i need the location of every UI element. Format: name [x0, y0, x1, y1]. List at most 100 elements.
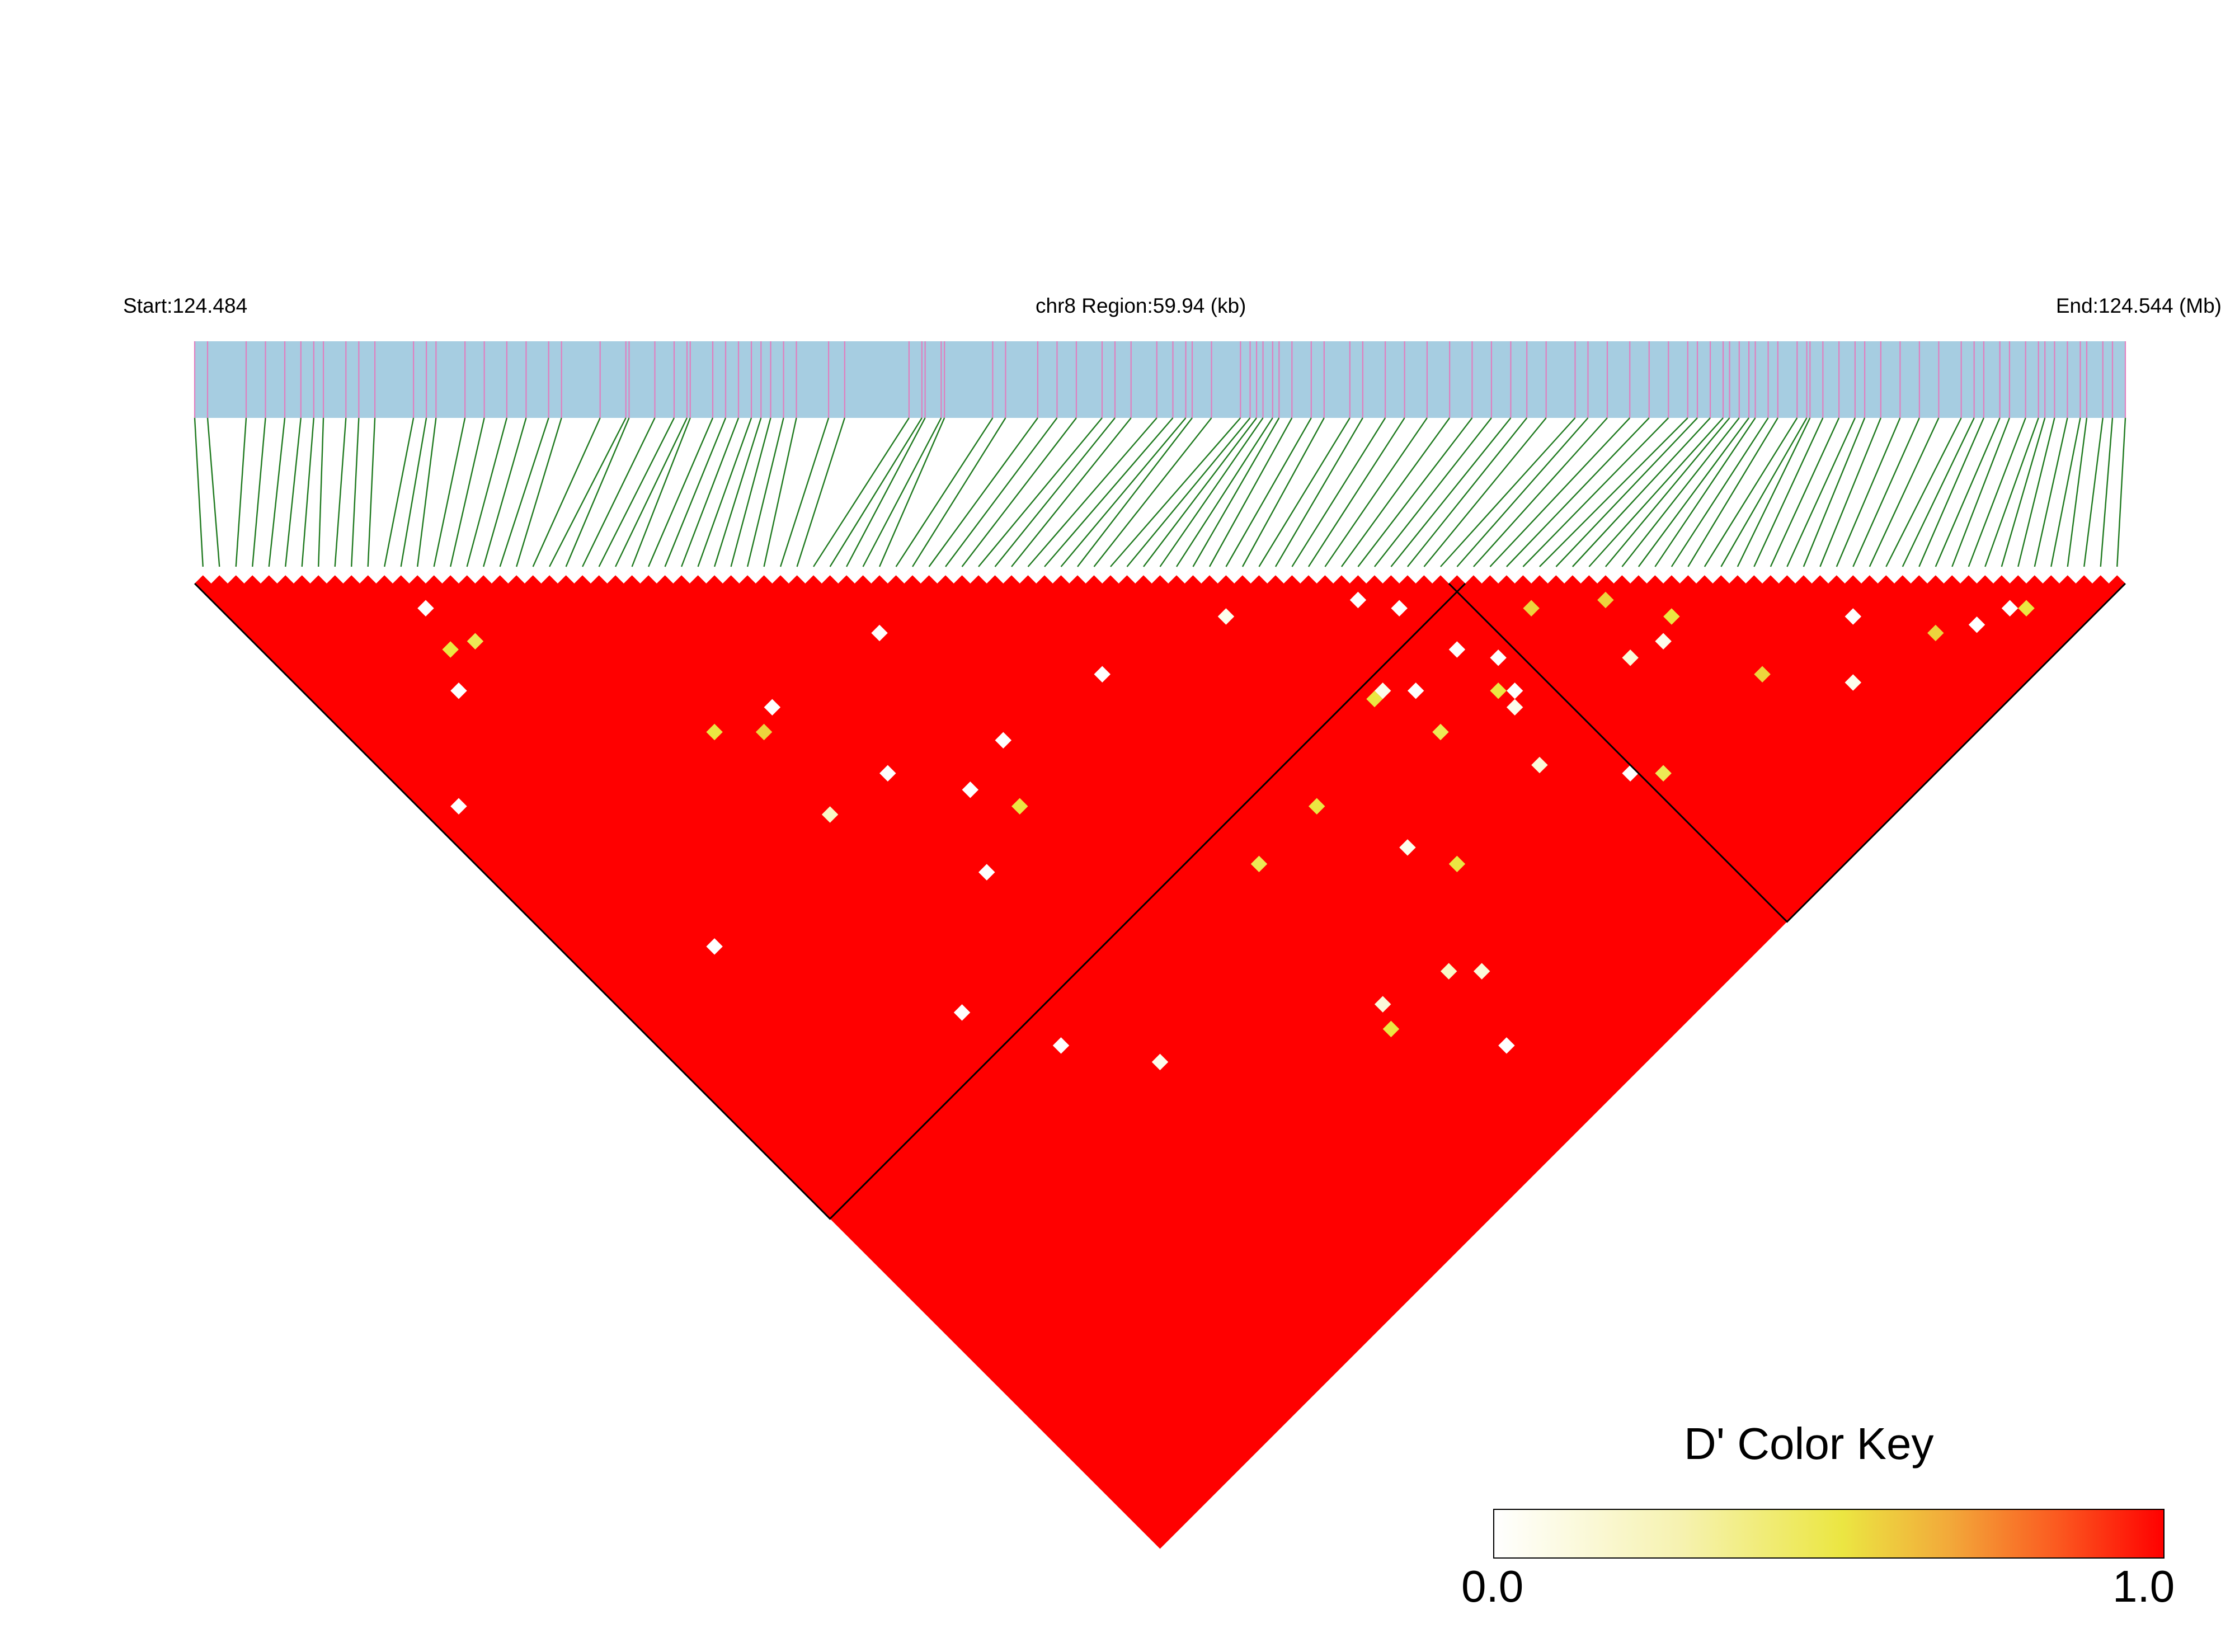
snp-connector: [1753, 417, 1824, 567]
snp-connector: [285, 417, 302, 567]
ld-edge-cell: [508, 575, 525, 583]
color-key-min-label: 0.0: [1461, 1561, 1524, 1611]
snp-connector: [1539, 417, 1688, 567]
snp-connector: [1819, 417, 1881, 567]
snp-connector: [1077, 417, 1193, 567]
snp-connector: [2017, 417, 2055, 567]
ld-edge-cell: [1944, 575, 1961, 583]
region-bar: [195, 341, 2125, 418]
ld-cell: [1011, 798, 1028, 815]
ld-edge-cell: [590, 575, 608, 583]
ld-cell: [1754, 666, 1771, 683]
ld-edge-cell: [1316, 575, 1334, 583]
snp-connector: [1918, 417, 1985, 567]
snp-connector: [631, 417, 691, 567]
ld-cell: [764, 699, 781, 716]
snp-connector: [1852, 417, 1920, 567]
snp-connector: [1406, 417, 1528, 567]
snp-connector: [1654, 417, 1756, 567]
ld-edge-cell: [1003, 575, 1020, 583]
ld-cell: [706, 723, 723, 741]
ld-edge-cell: [1399, 575, 1416, 583]
snp-connector: [1770, 417, 1840, 567]
ld-cell: [1432, 723, 1449, 741]
ld-cell: [1349, 591, 1367, 609]
snp-connector: [1968, 417, 2026, 567]
ld-edge-cell: [1432, 575, 1449, 583]
color-key-max-label: 1.0: [2112, 1561, 2175, 1611]
ld-cell: [1506, 682, 1523, 699]
snp-connector: [2083, 417, 2104, 567]
snp-connector: [994, 417, 1116, 567]
ld-edge-cell: [1135, 575, 1152, 583]
snp-connector: [1456, 417, 1589, 567]
snp-connector: [1374, 417, 1492, 567]
snp-connector: [779, 417, 830, 567]
ld-cell: [1448, 855, 1466, 873]
snp-connector: [1274, 417, 1363, 567]
ld-edge-cell: [1168, 575, 1185, 583]
snp-connector: [1390, 417, 1512, 567]
snp-connector: [598, 417, 675, 567]
snp-connector: [1621, 417, 1740, 567]
snp-connector: [334, 417, 347, 567]
ld-edge-cell: [1795, 575, 1812, 583]
ld-cell: [1448, 641, 1466, 658]
ld-edge-cell: [1019, 575, 1037, 583]
ld-cell: [1399, 839, 1416, 856]
ld-edge-cell: [541, 575, 558, 583]
snp-connector: [796, 417, 845, 567]
ld-edge-cell: [1696, 575, 1713, 583]
ld-edge-cell: [1729, 575, 1746, 583]
ld-cell: [1663, 608, 1680, 625]
snp-connector: [1423, 417, 1547, 567]
ld-edge-cell: [442, 575, 459, 583]
snp-connector: [928, 417, 1038, 567]
ld-cell: [1655, 765, 1672, 782]
ld-cell: [1391, 600, 1408, 616]
snp-connector: [206, 417, 220, 567]
ld-edge-cell: [1597, 575, 1614, 583]
ld-edge-cell: [607, 575, 624, 583]
ld-edge-cell: [1102, 575, 1119, 583]
ld-cell: [1374, 996, 1391, 1013]
snp-connector: [1869, 417, 1940, 567]
ld-cell: [1506, 699, 1523, 716]
ld-edge-cell: [788, 575, 806, 583]
ld-edge-cell: [1234, 575, 1251, 583]
ld-edge-cell: [260, 575, 277, 583]
snp-connector: [681, 417, 740, 567]
ld-cell: [1845, 674, 1862, 691]
snp-connector: [2067, 417, 2088, 567]
snp-connector: [433, 417, 466, 567]
ld-edge-cell: [2076, 575, 2093, 583]
ld-edge-cell: [1531, 575, 1548, 583]
ld-cell: [1151, 1053, 1169, 1071]
ld-edge-cell: [1333, 575, 1350, 583]
snp-connector: [1638, 417, 1750, 567]
ld-block-outline: [1448, 582, 2126, 923]
ld-edge-cell: [1811, 575, 1829, 583]
snp-connector: [945, 417, 1058, 567]
snp-connector: [252, 417, 266, 567]
snp-connector: [1175, 417, 1273, 567]
snp-connector: [1737, 417, 1811, 567]
ld-edge-cell: [1349, 575, 1367, 583]
snp-connector: [895, 417, 994, 567]
ld-cell: [978, 864, 995, 881]
snp-connector: [1605, 417, 1730, 567]
snp-connector: [1687, 417, 1778, 567]
snp-connector: [1324, 417, 1428, 567]
snp-connector: [549, 417, 627, 567]
ld-edge-cell: [211, 575, 228, 583]
ld-edge-cell: [293, 575, 310, 583]
color-key-bar: [1493, 1509, 2165, 1559]
ld-edge-cell: [772, 575, 789, 583]
ld-edge-cell: [640, 575, 657, 583]
snp-connector: [1522, 417, 1669, 567]
ld-edge-cell: [2059, 575, 2076, 583]
snp-connector: [813, 417, 910, 567]
ld-edge-cell: [1878, 575, 1895, 583]
snp-connector: [1060, 417, 1187, 567]
snp-connector: [1935, 417, 2001, 567]
